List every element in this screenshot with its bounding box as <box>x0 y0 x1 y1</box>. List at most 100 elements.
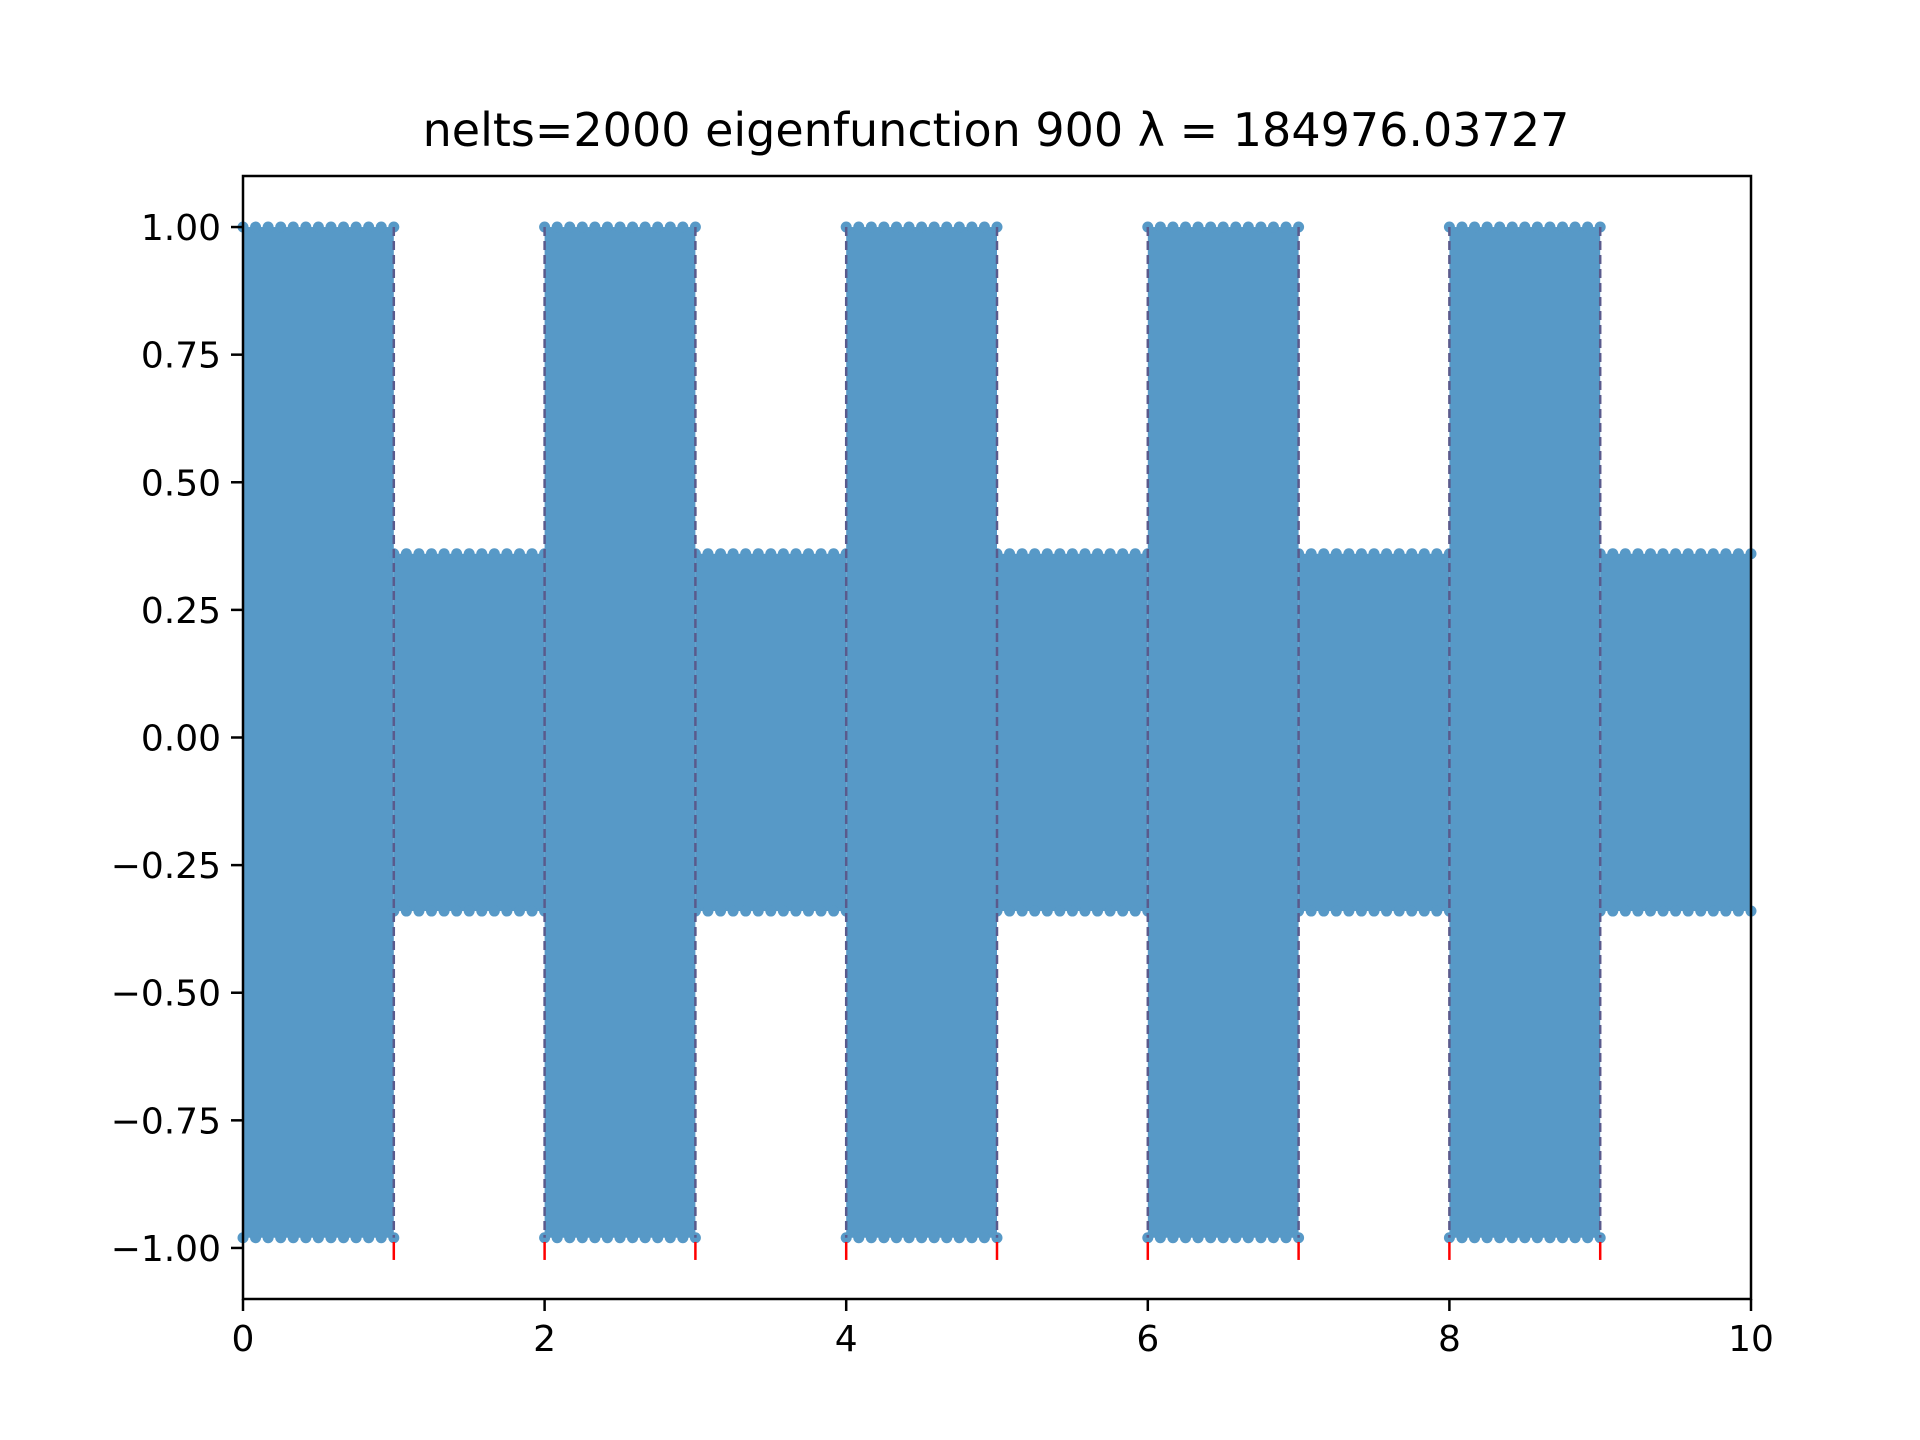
x-tick-label: 4 <box>835 1319 858 1360</box>
segment-marker-top <box>702 548 714 560</box>
segment-marker-bottom <box>1582 1232 1594 1244</box>
segment-marker-bottom <box>463 905 475 917</box>
segment-marker-top <box>916 221 928 233</box>
segment-marker-top <box>1469 221 1481 233</box>
series-segment-3 <box>689 548 852 917</box>
segment-marker-bottom <box>790 905 802 917</box>
segment-marker-top <box>1180 221 1191 233</box>
segment-marker-top <box>890 221 902 233</box>
segment-marker-bottom <box>1418 905 1430 917</box>
segment-band <box>1147 227 1299 1238</box>
segment-marker-bottom <box>1406 905 1418 917</box>
segment-marker-top <box>752 548 764 560</box>
segment-marker-bottom <box>1644 905 1656 917</box>
segment-marker-bottom <box>903 1232 915 1244</box>
segment-marker-top <box>1305 548 1317 560</box>
segment-marker-bottom <box>388 905 400 917</box>
segment-marker-top <box>715 548 727 560</box>
segment-marker-top <box>589 221 601 233</box>
segment-marker-top <box>287 221 299 233</box>
segment-marker-top <box>400 548 412 560</box>
segment-marker-top <box>1670 548 1682 560</box>
segment-marker-bottom <box>1720 905 1732 917</box>
segment-marker-bottom <box>991 905 1003 917</box>
segment-marker-top <box>1632 548 1644 560</box>
segment-marker-bottom <box>576 1232 588 1244</box>
segment-marker-top <box>614 221 626 233</box>
y-tick-label: 0.00 <box>141 719 221 760</box>
segment-marker-bottom <box>1066 905 1078 917</box>
segment-marker-top <box>1280 221 1292 233</box>
segment-marker-top <box>677 221 689 233</box>
segment-marker-bottom <box>1117 905 1129 917</box>
segment-marker-bottom <box>1293 905 1305 917</box>
segment-marker-top <box>1531 221 1543 233</box>
segment-band <box>243 227 394 1238</box>
segment-marker-bottom <box>689 905 701 917</box>
segment-marker-top <box>815 548 827 560</box>
segment-marker-top <box>1117 548 1129 560</box>
segment-marker-bottom <box>1041 905 1053 917</box>
y-tick-label: −0.75 <box>111 1101 221 1142</box>
series-segment-1 <box>388 548 551 917</box>
segment-marker-bottom <box>1205 1232 1217 1244</box>
segment-marker-top <box>627 221 639 233</box>
segment-marker-bottom <box>1557 1232 1568 1244</box>
segment-marker-top <box>312 221 324 233</box>
segment-marker-bottom <box>715 905 727 917</box>
segment-marker-top <box>1129 548 1141 560</box>
y-tick-label: 0.75 <box>141 336 221 377</box>
segment-marker-bottom <box>1079 905 1091 917</box>
segment-marker-bottom <box>1280 1232 1292 1244</box>
segment-marker-top <box>1456 221 1468 233</box>
segment-marker-bottom <box>614 1232 626 1244</box>
segment-marker-top <box>1092 548 1104 560</box>
segment-marker-top <box>1418 548 1430 560</box>
segment-marker-top <box>1506 221 1518 233</box>
segment-marker-bottom <box>1330 905 1342 917</box>
segment-band <box>997 553 1148 912</box>
segment-marker-bottom <box>1054 905 1066 917</box>
segment-marker-bottom <box>513 905 525 917</box>
segment-marker-top <box>1519 221 1531 233</box>
segment-marker-bottom <box>601 1232 613 1244</box>
series-segment-7 <box>1293 548 1455 917</box>
segment-marker-top <box>803 548 814 560</box>
segment-marker-top <box>1607 548 1619 560</box>
segment-marker-top <box>325 221 337 233</box>
segment-marker-top <box>262 221 274 233</box>
segment-marker-bottom <box>702 905 714 917</box>
segment-marker-bottom <box>727 905 739 917</box>
segment-marker-top <box>413 548 425 560</box>
series-segment-2 <box>539 221 701 1244</box>
segment-marker-top <box>1004 548 1016 560</box>
segment-marker-top <box>1619 548 1631 560</box>
segment-marker-top <box>978 221 990 233</box>
segment-marker-top <box>363 221 375 233</box>
segment-marker-top <box>488 548 500 560</box>
segment-marker-bottom <box>262 1232 274 1244</box>
segment-marker-top <box>1318 548 1330 560</box>
segment-marker-bottom <box>1393 905 1405 917</box>
segment-marker-top <box>652 221 664 233</box>
segment-marker-top <box>1657 548 1669 560</box>
y-tick-label: −0.25 <box>111 846 221 887</box>
segment-marker-bottom <box>400 905 412 917</box>
segment-marker-bottom <box>815 905 827 917</box>
segment-marker-bottom <box>639 1232 651 1244</box>
segment-marker-bottom <box>1343 905 1355 917</box>
series-segment-4 <box>840 221 1003 1244</box>
segment-marker-top <box>1016 548 1028 560</box>
series-segment-9 <box>1594 548 1757 917</box>
segment-marker-bottom <box>1180 1232 1191 1244</box>
segment-marker-bottom <box>488 905 500 917</box>
segment-marker-top <box>275 221 287 233</box>
segment-marker-bottom <box>1456 1232 1468 1244</box>
segment-marker-bottom <box>1632 905 1644 917</box>
segment-marker-bottom <box>564 1232 576 1244</box>
y-axis: 1.00 0.75 0.50 0.25 0.00 −0.25 −0.50 −0.75 −1.00 <box>111 208 243 1270</box>
segment-marker-top <box>1029 548 1041 560</box>
segment-marker-bottom <box>1594 905 1606 917</box>
segment-marker-bottom <box>1531 1232 1543 1244</box>
